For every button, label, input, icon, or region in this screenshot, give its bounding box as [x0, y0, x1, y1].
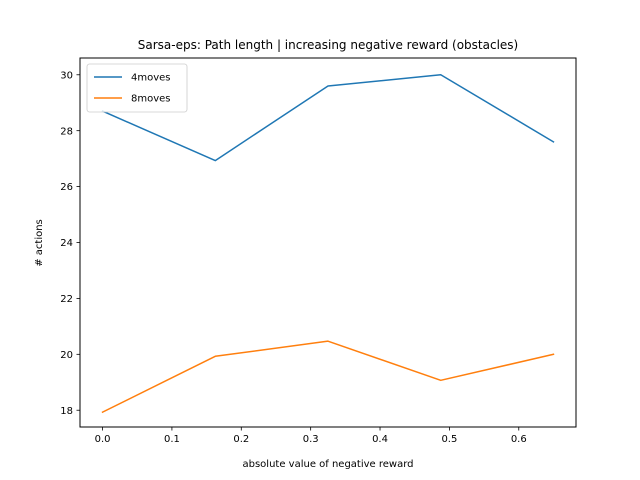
x-axis-ticks: 0.0 0.1 0.2 0.3 0.4 0.5 0.6 — [95, 427, 527, 445]
x-tick-label: 0.6 — [511, 434, 527, 445]
y-tick-label: 20 — [60, 350, 73, 361]
legend-box — [86, 63, 188, 113]
legend-label-4moves: 4moves — [131, 73, 171, 84]
plot-frame — [79, 57, 577, 428]
y-tick-label: 26 — [60, 182, 73, 193]
y-tick-label: 22 — [60, 294, 73, 305]
series-lines — [101, 74, 555, 414]
x-tick-label: 0.4 — [372, 434, 388, 445]
x-tick-label: 0.2 — [233, 434, 249, 445]
y-axis-label: # actions — [34, 219, 45, 267]
x-tick-label: 0.3 — [303, 434, 319, 445]
x-axis-label: absolute value of negative reward — [242, 459, 413, 470]
x-tick-label: 0.5 — [441, 434, 457, 445]
legend-label-8moves: 8moves — [131, 94, 171, 105]
legend: 4moves 8moves — [86, 63, 188, 113]
x-tick-label: 0.1 — [164, 434, 180, 445]
series-line-4moves — [101, 74, 555, 162]
y-tick-label: 30 — [60, 70, 73, 81]
chart-title: Sarsa-eps: Path length | increasing nega… — [138, 38, 518, 52]
y-axis-ticks: 18 20 22 24 26 28 30 — [60, 70, 80, 417]
y-tick-label: 28 — [60, 126, 73, 137]
series-line-8moves — [101, 340, 555, 414]
y-tick-label: 24 — [60, 238, 73, 249]
x-tick-label: 0.0 — [95, 434, 111, 445]
y-tick-label: 18 — [60, 406, 73, 417]
